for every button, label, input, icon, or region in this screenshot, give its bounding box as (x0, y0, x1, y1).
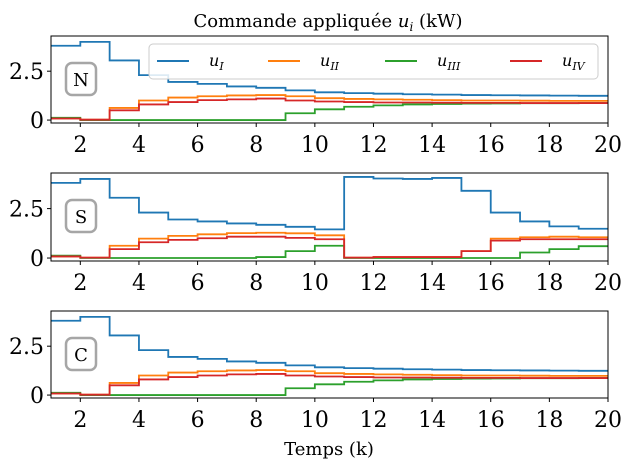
x-tick-label: 20 (594, 271, 622, 296)
panel-tag-label: N (73, 70, 89, 91)
x-tick-label: 14 (418, 271, 446, 296)
x-tick-label: 8 (249, 408, 263, 433)
figure-title: Commande appliquée ui (kW) (193, 11, 462, 34)
x-tick-label: 6 (191, 271, 205, 296)
x-tick-label: 10 (301, 271, 329, 296)
panel-n: 2 4 6 8 10 12 14 16 18 20 0 2.5 N (9, 35, 622, 158)
x-tick-label: 16 (477, 133, 505, 158)
figure-title-var: u (398, 11, 410, 32)
axes-frame (50, 310, 609, 399)
x-tick-label: 2 (73, 408, 87, 433)
series-line-u-i (51, 315, 608, 372)
series-line-u-ii (51, 94, 608, 121)
x-tick-label: 18 (535, 133, 563, 158)
series-line-u-iii (51, 244, 608, 259)
legend-frame (148, 43, 599, 80)
x-tick-label: 16 (477, 271, 505, 296)
x-tick-label: 20 (594, 408, 622, 433)
x-tick-label: 4 (132, 271, 146, 296)
series-line-u-ii (51, 369, 608, 396)
x-tick-label: 6 (191, 133, 205, 158)
x-tick-label: 18 (535, 408, 563, 433)
x-tick-label: 14 (418, 133, 446, 158)
y-tick-label: 0 (30, 247, 44, 272)
legend-label-u-ii: uII (320, 51, 340, 73)
y-tick-label: 2.5 (9, 60, 44, 85)
x-axis-label: Temps (k) (284, 439, 374, 460)
x-tick-label: 8 (249, 133, 263, 158)
series-group (51, 315, 608, 396)
legend: uI uII uIII uIV (148, 43, 599, 80)
panel-c: 2 4 6 8 10 12 14 16 18 20 0 2.5 C (9, 310, 622, 433)
axes-frame (50, 172, 609, 262)
x-tick-label: 10 (301, 408, 329, 433)
x-tick-label: 4 (132, 408, 146, 433)
series-line-u-iv (51, 235, 608, 259)
series-line-u-iv (51, 373, 608, 396)
x-tick-label: 4 (132, 133, 146, 158)
y-tick-label: 2.5 (9, 198, 44, 223)
figure-title-prefix: Commande appliquée (193, 11, 397, 32)
x-tick-label: 18 (535, 271, 563, 296)
panel-tag-box (64, 336, 98, 372)
panel-tag-label: S (75, 207, 87, 228)
axes-frame (50, 35, 609, 124)
x-tick-label: 16 (477, 408, 505, 433)
x-tick-label: 12 (359, 271, 387, 296)
series-line-u-iv (51, 97, 608, 121)
x-tick-label: 12 (359, 133, 387, 158)
x-tick-label: 20 (594, 133, 622, 158)
series-group (51, 40, 608, 121)
x-tick-label: 12 (359, 408, 387, 433)
panel-tag-box (64, 198, 98, 234)
panel-tag-label: C (74, 345, 88, 366)
figure-title-unit: (kW) (413, 11, 462, 32)
legend-label-u-iv: uIV (562, 51, 586, 73)
legend-label-u-i: uI (209, 51, 224, 73)
x-tick-label: 10 (301, 133, 329, 158)
panel-s: 2 4 6 8 10 12 14 16 18 20 0 2.5 S (9, 172, 622, 296)
x-tick-label: 2 (73, 133, 87, 158)
y-tick-label: 2.5 (9, 335, 44, 360)
figure-title-sub: i (409, 20, 413, 34)
x-tick-label: 2 (73, 271, 87, 296)
panel-tag-box (64, 61, 98, 97)
x-tick-label: 14 (418, 408, 446, 433)
y-tick-label: 0 (30, 384, 44, 409)
series-line-u-i (51, 40, 608, 97)
x-tick-label: 6 (191, 408, 205, 433)
x-tick-label: 8 (249, 271, 263, 296)
y-tick-label: 0 (30, 109, 44, 134)
series-line-u-i (51, 176, 608, 231)
legend-label-u-iii: uIII (437, 51, 461, 73)
series-group (51, 176, 608, 259)
